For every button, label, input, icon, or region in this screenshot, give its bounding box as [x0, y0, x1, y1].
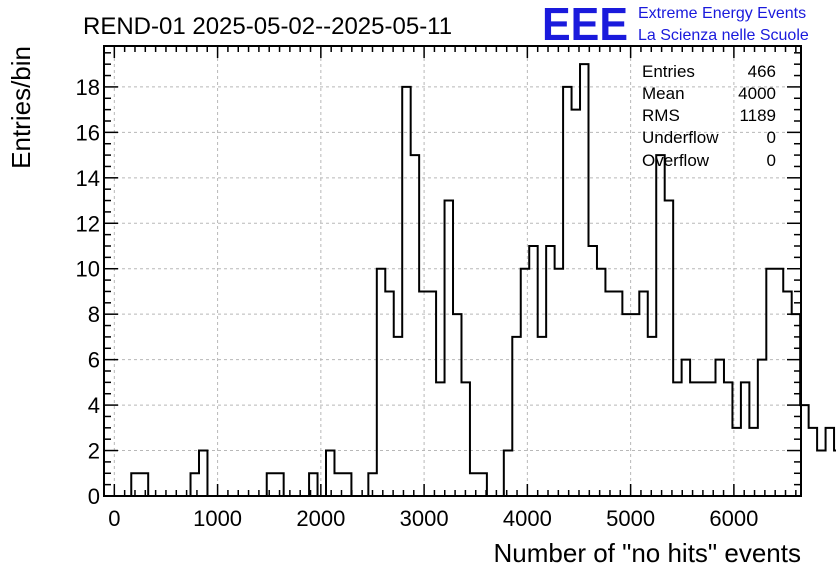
stats-value-overflow: 0	[767, 151, 776, 170]
logo-line-2: La Scienza nelle Scuole	[638, 27, 809, 44]
histogram-bin	[199, 451, 207, 496]
logo-letters: EEE	[542, 0, 628, 50]
histogram-bin	[631, 314, 639, 496]
histogram-bin	[394, 337, 402, 496]
histogram-bin	[461, 382, 469, 496]
histogram-bin	[766, 269, 774, 496]
histogram-bin	[555, 269, 563, 496]
histogram-bin	[402, 87, 410, 496]
histogram-bin	[326, 451, 334, 496]
histogram-bin	[140, 473, 148, 496]
histogram-bin	[673, 382, 681, 496]
histogram-bin	[775, 269, 783, 496]
histogram-bin	[191, 473, 199, 496]
x-tick-label: 6000	[709, 506, 758, 531]
histogram-bin	[428, 291, 436, 496]
histogram-bin	[817, 451, 825, 496]
histogram-bin	[436, 382, 444, 496]
y-axis-title: Entries/bin	[6, 46, 36, 169]
y-tick-label: 0	[88, 484, 100, 509]
histogram-bin	[826, 428, 834, 496]
x-axis-title: Number of "no hits" events	[494, 538, 802, 568]
y-tick-label: 18	[76, 75, 100, 100]
eee-logo: EEE Extreme Energy Events La Scienza nel…	[542, 0, 809, 50]
stats-label-mean: Mean	[642, 84, 685, 103]
y-tick-label: 2	[88, 439, 100, 464]
histogram-bin	[343, 473, 351, 496]
y-tick-label: 4	[88, 393, 100, 418]
histogram-bin	[690, 382, 698, 496]
histogram-bin	[724, 382, 732, 496]
histogram-bin	[682, 360, 690, 496]
histogram-bin	[445, 201, 453, 496]
histogram-bin	[588, 246, 596, 496]
stats-label-underflow: Underflow	[642, 128, 719, 147]
x-tick-label: 0	[108, 506, 120, 531]
histogram-bin	[504, 451, 512, 496]
stats-label-rms: RMS	[642, 106, 680, 125]
histogram-bin	[622, 314, 630, 496]
histogram-bin	[470, 473, 478, 496]
stats-box: Entries 466 Mean 4000 RMS 1189 Underflow…	[642, 62, 776, 170]
histogram-bin	[521, 269, 529, 496]
x-tick-label: 1000	[193, 506, 242, 531]
histogram-bin	[580, 64, 588, 496]
x-tick-label: 2000	[296, 506, 345, 531]
histogram-bin	[605, 291, 613, 496]
histogram-bin	[512, 337, 520, 496]
chart-title: REND-01 2025-05-02--2025-05-11	[83, 13, 452, 40]
histogram-bin	[716, 360, 724, 496]
stats-value-underflow: 0	[767, 128, 776, 147]
histogram-bin	[385, 291, 393, 496]
y-tick-label: 14	[76, 166, 100, 191]
stats-label-overflow: Overflow	[642, 151, 710, 170]
histogram-bin	[597, 269, 605, 496]
x-tick-labels: 0 1000 2000 3000 4000 5000 6000	[108, 506, 758, 531]
y-tick-label: 8	[88, 302, 100, 327]
plot-frame	[103, 45, 802, 497]
histogram	[114, 63, 836, 497]
histogram-bin	[614, 291, 622, 496]
histogram-bin	[563, 87, 571, 496]
histogram-bin	[656, 155, 664, 496]
y-tick-label: 10	[76, 257, 100, 282]
histogram-bin	[538, 337, 546, 496]
x-tick-label: 5000	[606, 506, 655, 531]
y-tick-label: 12	[76, 211, 100, 236]
histogram-bin	[267, 473, 275, 496]
logo-line-1: Extreme Energy Events	[638, 5, 806, 22]
histogram-bin	[639, 291, 647, 496]
histogram-bin	[411, 155, 419, 496]
x-tick-label: 3000	[400, 506, 449, 531]
y-tick-labels: 0 2 4 6 8 10 12 14 16 18	[76, 75, 100, 509]
histogram-bin	[453, 314, 461, 496]
histogram-bin	[699, 382, 707, 496]
histogram-bin	[546, 246, 554, 496]
y-tick-label: 6	[88, 348, 100, 373]
stats-value-mean: 4000	[738, 84, 776, 103]
histogram-bin	[419, 291, 427, 496]
histogram-bin	[572, 110, 580, 496]
histogram-bin	[377, 269, 385, 496]
histogram-bin	[758, 360, 766, 496]
histogram-bin	[749, 428, 757, 496]
histogram-bin	[665, 201, 673, 496]
stats-value-rms: 1189	[739, 106, 776, 125]
histogram-bin	[809, 428, 817, 496]
x-tick-label: 4000	[503, 506, 552, 531]
histogram-bin	[741, 382, 749, 496]
y-tick-label: 16	[76, 120, 100, 145]
histogram-bin	[783, 291, 791, 496]
axis-ticks	[103, 46, 801, 497]
histogram-bin	[707, 382, 715, 496]
stats-label-entries: Entries	[642, 62, 695, 81]
stats-value-entries: 466	[748, 62, 776, 81]
histogram-bin	[529, 246, 537, 496]
histogram-bin	[648, 337, 656, 496]
